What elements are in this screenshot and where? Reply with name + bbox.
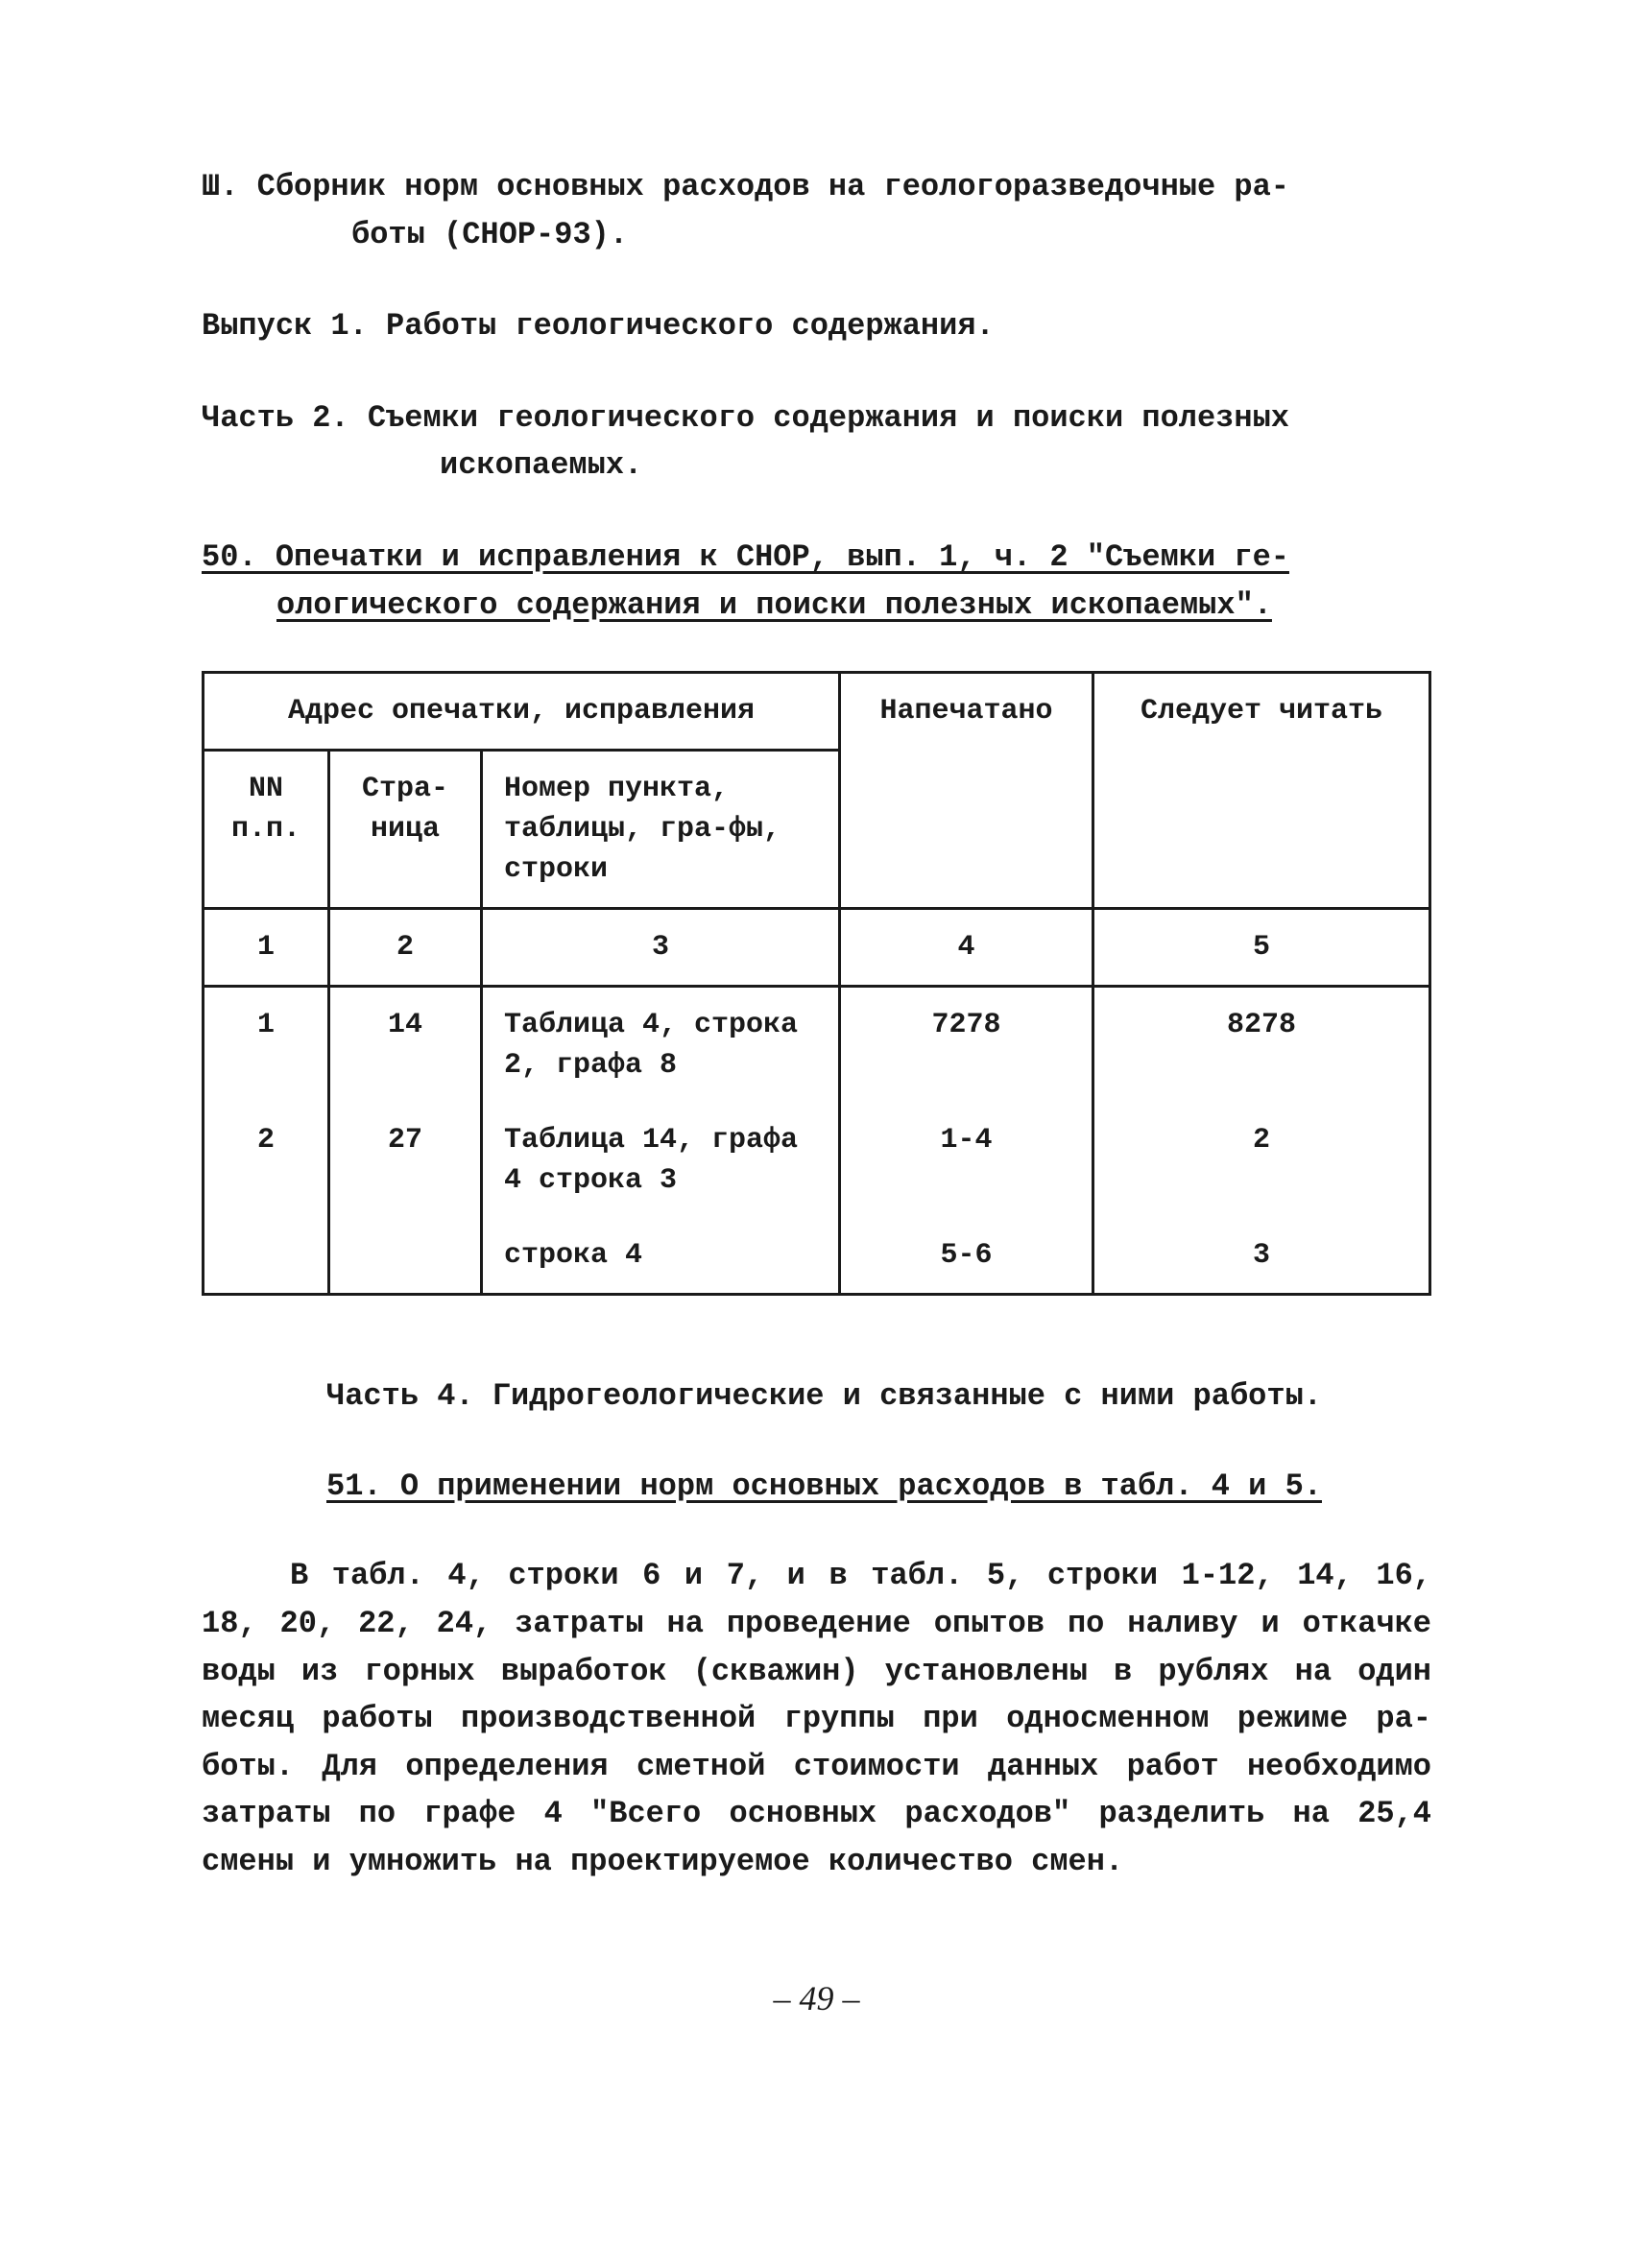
- section-51-body: В табл. 4, строки 6 и 7, и в табл. 5, ст…: [202, 1552, 1431, 1885]
- table-cell-addr: Таблица 14, графа 4 строка 3: [482, 1103, 840, 1218]
- errata-table: Адрес опечатки, исправления Напечатано С…: [202, 671, 1431, 1296]
- table-colnum-3: 3: [482, 909, 840, 987]
- table-header-nn: NN п.п.: [204, 751, 329, 909]
- table-header-page: Стра-ница: [329, 751, 482, 909]
- heading-iii-marker: Ш.: [202, 169, 238, 204]
- heading-iii: Ш. Сборник норм основных расходов на гео…: [202, 163, 1431, 258]
- section-50-line1: 50. Опечатки и исправления к СНОР, вып. …: [202, 539, 1289, 575]
- table-cell-should: 2: [1093, 1103, 1430, 1218]
- issue-1-line: Выпуск 1. Работы геологического содержан…: [202, 302, 1431, 350]
- table-cell-addr: Таблица 4, строка 2, графа 8: [482, 987, 840, 1104]
- table-cell-nn: [204, 1218, 329, 1295]
- table-cell-printed: 7278: [840, 987, 1093, 1104]
- table-header-addr: Номер пункта, таблицы, гра-фы, строки: [482, 751, 840, 909]
- table-colnum-2: 2: [329, 909, 482, 987]
- section-50-line2: ологического содержания и поиски полезны…: [276, 587, 1272, 623]
- table-cell-nn: 1: [204, 987, 329, 1104]
- part-4-heading: Часть 4. Гидрогеологические и связанные …: [202, 1373, 1431, 1420]
- part-2: Часть 2. Съемки геологического содержани…: [202, 394, 1431, 489]
- heading-iii-line2: боты (СНОР-93).: [276, 211, 1431, 259]
- section-51-text: 51. О применении норм основных расходов …: [326, 1468, 1322, 1504]
- table-colnum-5: 5: [1093, 909, 1430, 987]
- heading-iii-line1: Сборник норм основных расходов на геолог…: [257, 169, 1289, 204]
- table-cell-should: 3: [1093, 1218, 1430, 1295]
- table-header-should: Следует читать: [1093, 673, 1430, 909]
- section-51-heading: 51. О применении норм основных расходов …: [202, 1463, 1431, 1511]
- table-cell-should: 8278: [1093, 987, 1430, 1104]
- table-colnum-4: 4: [840, 909, 1093, 987]
- table-cell-page: 27: [329, 1103, 482, 1218]
- section-50-heading: 50. Опечатки и исправления к СНОР, вып. …: [202, 534, 1431, 629]
- page-number: – 49 –: [0, 1978, 1633, 2018]
- table-cell-printed: 1-4: [840, 1103, 1093, 1218]
- table-cell-page: [329, 1218, 482, 1295]
- document-page: Ш. Сборник норм основных расходов на гео…: [0, 0, 1633, 2268]
- table-header-printed: Напечатано: [840, 673, 1093, 909]
- table-group-header: Адрес опечатки, исправления: [204, 673, 840, 751]
- part-2-line1: Часть 2. Съемки геологического содержани…: [276, 394, 1431, 442]
- table-cell-addr: строка 4: [482, 1218, 840, 1295]
- table-cell-page: 14: [329, 987, 482, 1104]
- table-cell-nn: 2: [204, 1103, 329, 1218]
- table-cell-printed: 5-6: [840, 1218, 1093, 1295]
- table-colnum-1: 1: [204, 909, 329, 987]
- part-2-line2: ископаемых.: [276, 442, 1431, 489]
